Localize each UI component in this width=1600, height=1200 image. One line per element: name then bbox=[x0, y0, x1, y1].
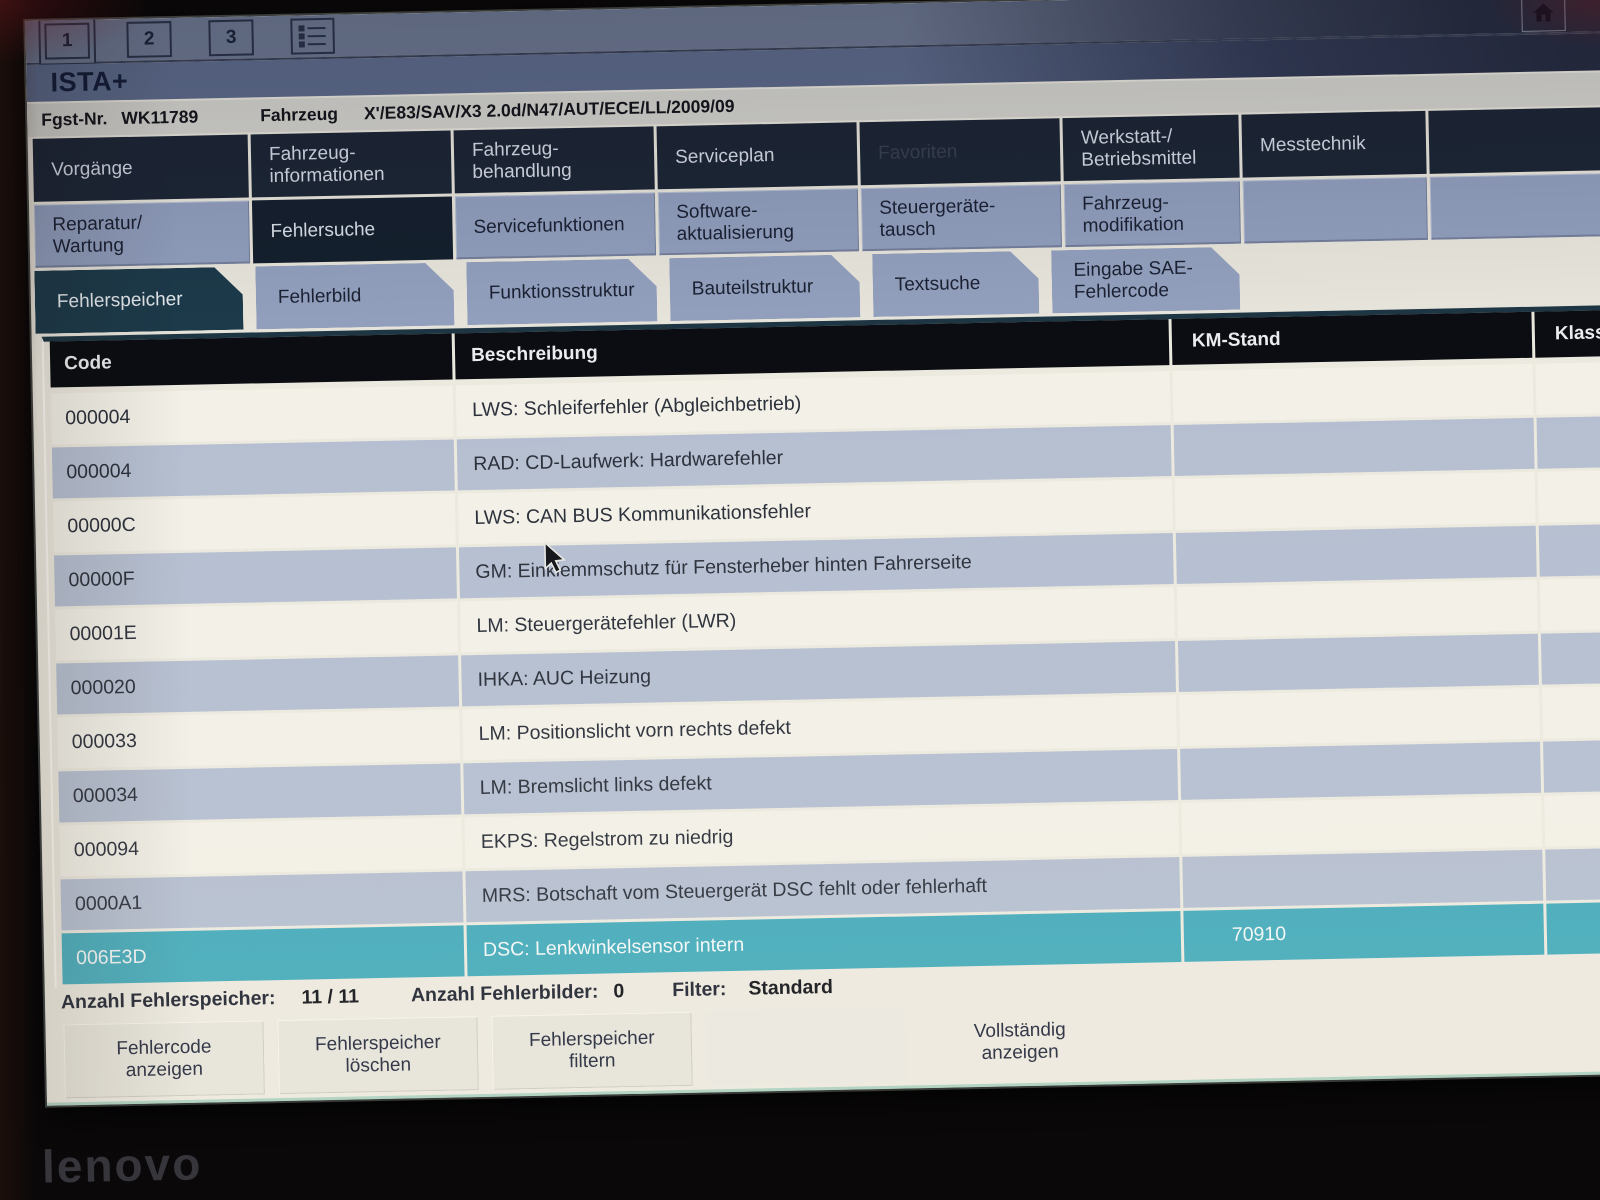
nav-filler bbox=[1242, 176, 1428, 244]
show-complete-button[interactable]: Vollständig anzeigen bbox=[919, 1003, 1120, 1081]
home-icon bbox=[1533, 3, 1554, 22]
fault-pattern-value: 0 bbox=[613, 979, 625, 1002]
nav-filler bbox=[1429, 171, 1600, 240]
tab-textsuche[interactable]: Textsuche bbox=[872, 251, 1039, 317]
session-button-1[interactable]: 1 bbox=[44, 22, 91, 60]
home-button[interactable] bbox=[1521, 0, 1566, 32]
tab-funktionsstruktur[interactable]: Funktionsstruktur bbox=[466, 258, 657, 325]
vehicle-value: X'/E83/SAV/X3 2.0d/N47/AUT/ECE/LL/2009/0… bbox=[363, 95, 735, 124]
window-topbar: 1 2 3 bbox=[25, 0, 1600, 65]
table-body: 000004 LWS: Schleiferfehler (Abgleichbetr… bbox=[50, 360, 1600, 985]
list-icon bbox=[298, 25, 326, 48]
fault-count-value: 11 / 11 bbox=[301, 984, 360, 1009]
disabled-action-button bbox=[705, 1007, 907, 1086]
nav-item-vorgaenge[interactable]: Vorgänge bbox=[32, 134, 249, 202]
nav-item-fehlersuche[interactable]: Fehlersuche bbox=[251, 196, 454, 264]
nav-item-softwareaktualisierung[interactable]: Software- aktualisierung bbox=[657, 188, 860, 256]
fgst-label: Fgst-Nr. bbox=[41, 108, 108, 130]
fault-count-label: Anzahl Fehlerspeicher: bbox=[60, 986, 276, 1013]
fault-pattern-label: Anzahl Fehlerbilder: bbox=[410, 980, 599, 1006]
column-header-km-stand: KM-Stand bbox=[1171, 311, 1533, 366]
vehicle-label: Fahrzeug bbox=[260, 103, 339, 126]
nav-item-fahrzeugbehandlung[interactable]: Fahrzeug- behandlung bbox=[453, 126, 655, 194]
nav-item-werkstatt-betriebsmittel[interactable]: Werkstatt-/ Betriebsmittel bbox=[1062, 114, 1240, 182]
fgst-value: WK11789 bbox=[121, 106, 199, 129]
column-header-klasse: Klasse bbox=[1534, 308, 1600, 358]
tab-fehlerbild[interactable]: Fehlerbild bbox=[255, 262, 454, 329]
tab-bauteilstruktur[interactable]: Bauteilstruktur bbox=[669, 254, 860, 321]
tab-eingabe-sae-fehlercode[interactable]: Eingabe SAE- Fehlercode bbox=[1051, 247, 1240, 314]
column-header-beschreibung: Beschreibung bbox=[454, 319, 1170, 380]
fault-table-panel: Code Beschreibung KM-Stand Klasse 000004… bbox=[41, 303, 1600, 988]
nav-item-serviceplan[interactable]: Serviceplan bbox=[656, 122, 858, 190]
filter-label: Filter: bbox=[671, 977, 727, 1001]
clear-fault-memory-button[interactable]: Fehlerspeicher löschen bbox=[277, 1016, 479, 1095]
tab-fehlerspeicher[interactable]: Fehlerspeicher bbox=[34, 267, 243, 334]
filter-value: Standard bbox=[748, 975, 834, 1000]
laptop-brand-logo: lenovo bbox=[41, 1137, 203, 1193]
column-header-code: Code bbox=[49, 333, 453, 388]
ista-screen: 1 2 3 ISTA+ bbox=[25, 0, 1600, 1106]
nav-item-messtechnik[interactable]: Messtechnik bbox=[1241, 110, 1427, 178]
app-title: ISTA+ bbox=[50, 65, 129, 98]
show-fault-code-button[interactable]: Fehlercode anzeigen bbox=[63, 1020, 265, 1099]
session-button-3[interactable]: 3 bbox=[208, 19, 255, 57]
session-list-button[interactable] bbox=[290, 17, 336, 55]
mouse-cursor bbox=[544, 540, 567, 574]
nav-item-reparatur-wartung[interactable]: Reparatur/ Wartung bbox=[33, 200, 251, 268]
nav-item-servicefunktionen[interactable]: Servicefunktionen bbox=[454, 192, 657, 260]
nav-item-favoriten: Favoriten bbox=[859, 118, 1061, 186]
nav-item-steuergeraetetausch[interactable]: Steuergeräte- tausch bbox=[860, 184, 1063, 252]
nav-item-fahrzeugmodifikation[interactable]: Fahrzeug- modifikation bbox=[1063, 180, 1241, 248]
nav-item-fahrzeuginformationen[interactable]: Fahrzeug- informationen bbox=[250, 130, 452, 198]
nav-filler bbox=[1428, 105, 1600, 174]
session-button-2[interactable]: 2 bbox=[126, 21, 173, 58]
filter-fault-memory-button[interactable]: Fehlerspeicher filtern bbox=[491, 1011, 693, 1090]
